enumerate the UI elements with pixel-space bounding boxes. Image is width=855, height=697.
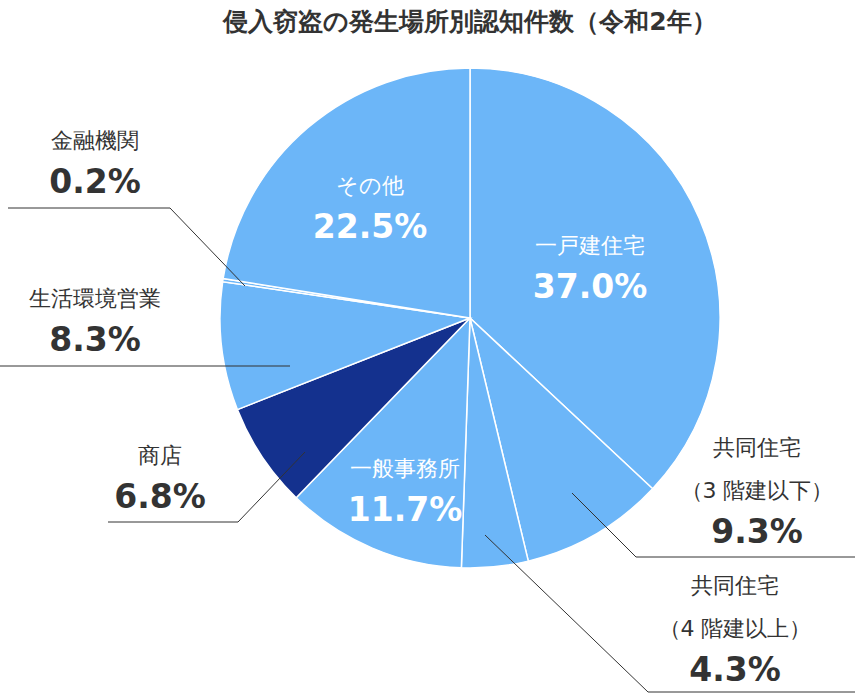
category-label: 共同住宅 <box>691 573 779 598</box>
value-label: 9.3% <box>711 512 803 551</box>
category-label-sub: （4 階建以上） <box>659 616 812 641</box>
value-label: 4.3% <box>689 650 781 689</box>
value-label: 6.8% <box>114 477 206 516</box>
pie <box>220 68 720 568</box>
title: 侵入窃盗の発生場所別認知件数（令和2年） <box>222 7 716 36</box>
value-label: 11.7% <box>348 490 463 529</box>
chart: 侵入窃盗の発生場所別認知件数（令和2年） 一戸建住宅 37.0% 共同住宅 （3 階建以… <box>0 0 855 697</box>
category-label: 共同住宅 <box>713 435 801 460</box>
category-label: 金融機関 <box>51 128 139 153</box>
leader-line <box>485 535 855 692</box>
category-label: 一戸建住宅 <box>535 233 645 258</box>
slice <box>223 68 470 318</box>
category-label: 商店 <box>138 443 182 468</box>
labels: 一戸建住宅 37.0% 共同住宅 （3 階建以下） 9.3% 共同住宅 （4 階建以上） 4.… <box>0 128 855 692</box>
category-label: 生活環境営業 <box>29 286 161 311</box>
category-label: その他 <box>336 173 404 198</box>
leader-line <box>0 366 290 367</box>
category-label-sub: （3 階建以下） <box>681 478 834 503</box>
slice <box>461 318 528 568</box>
value-label: 0.2% <box>49 162 141 201</box>
value-label: 8.3% <box>49 320 141 359</box>
value-label: 37.0% <box>533 267 648 306</box>
category-label: 一般事務所 <box>350 456 460 481</box>
value-label: 22.5% <box>313 207 428 246</box>
leader-line <box>8 208 245 286</box>
